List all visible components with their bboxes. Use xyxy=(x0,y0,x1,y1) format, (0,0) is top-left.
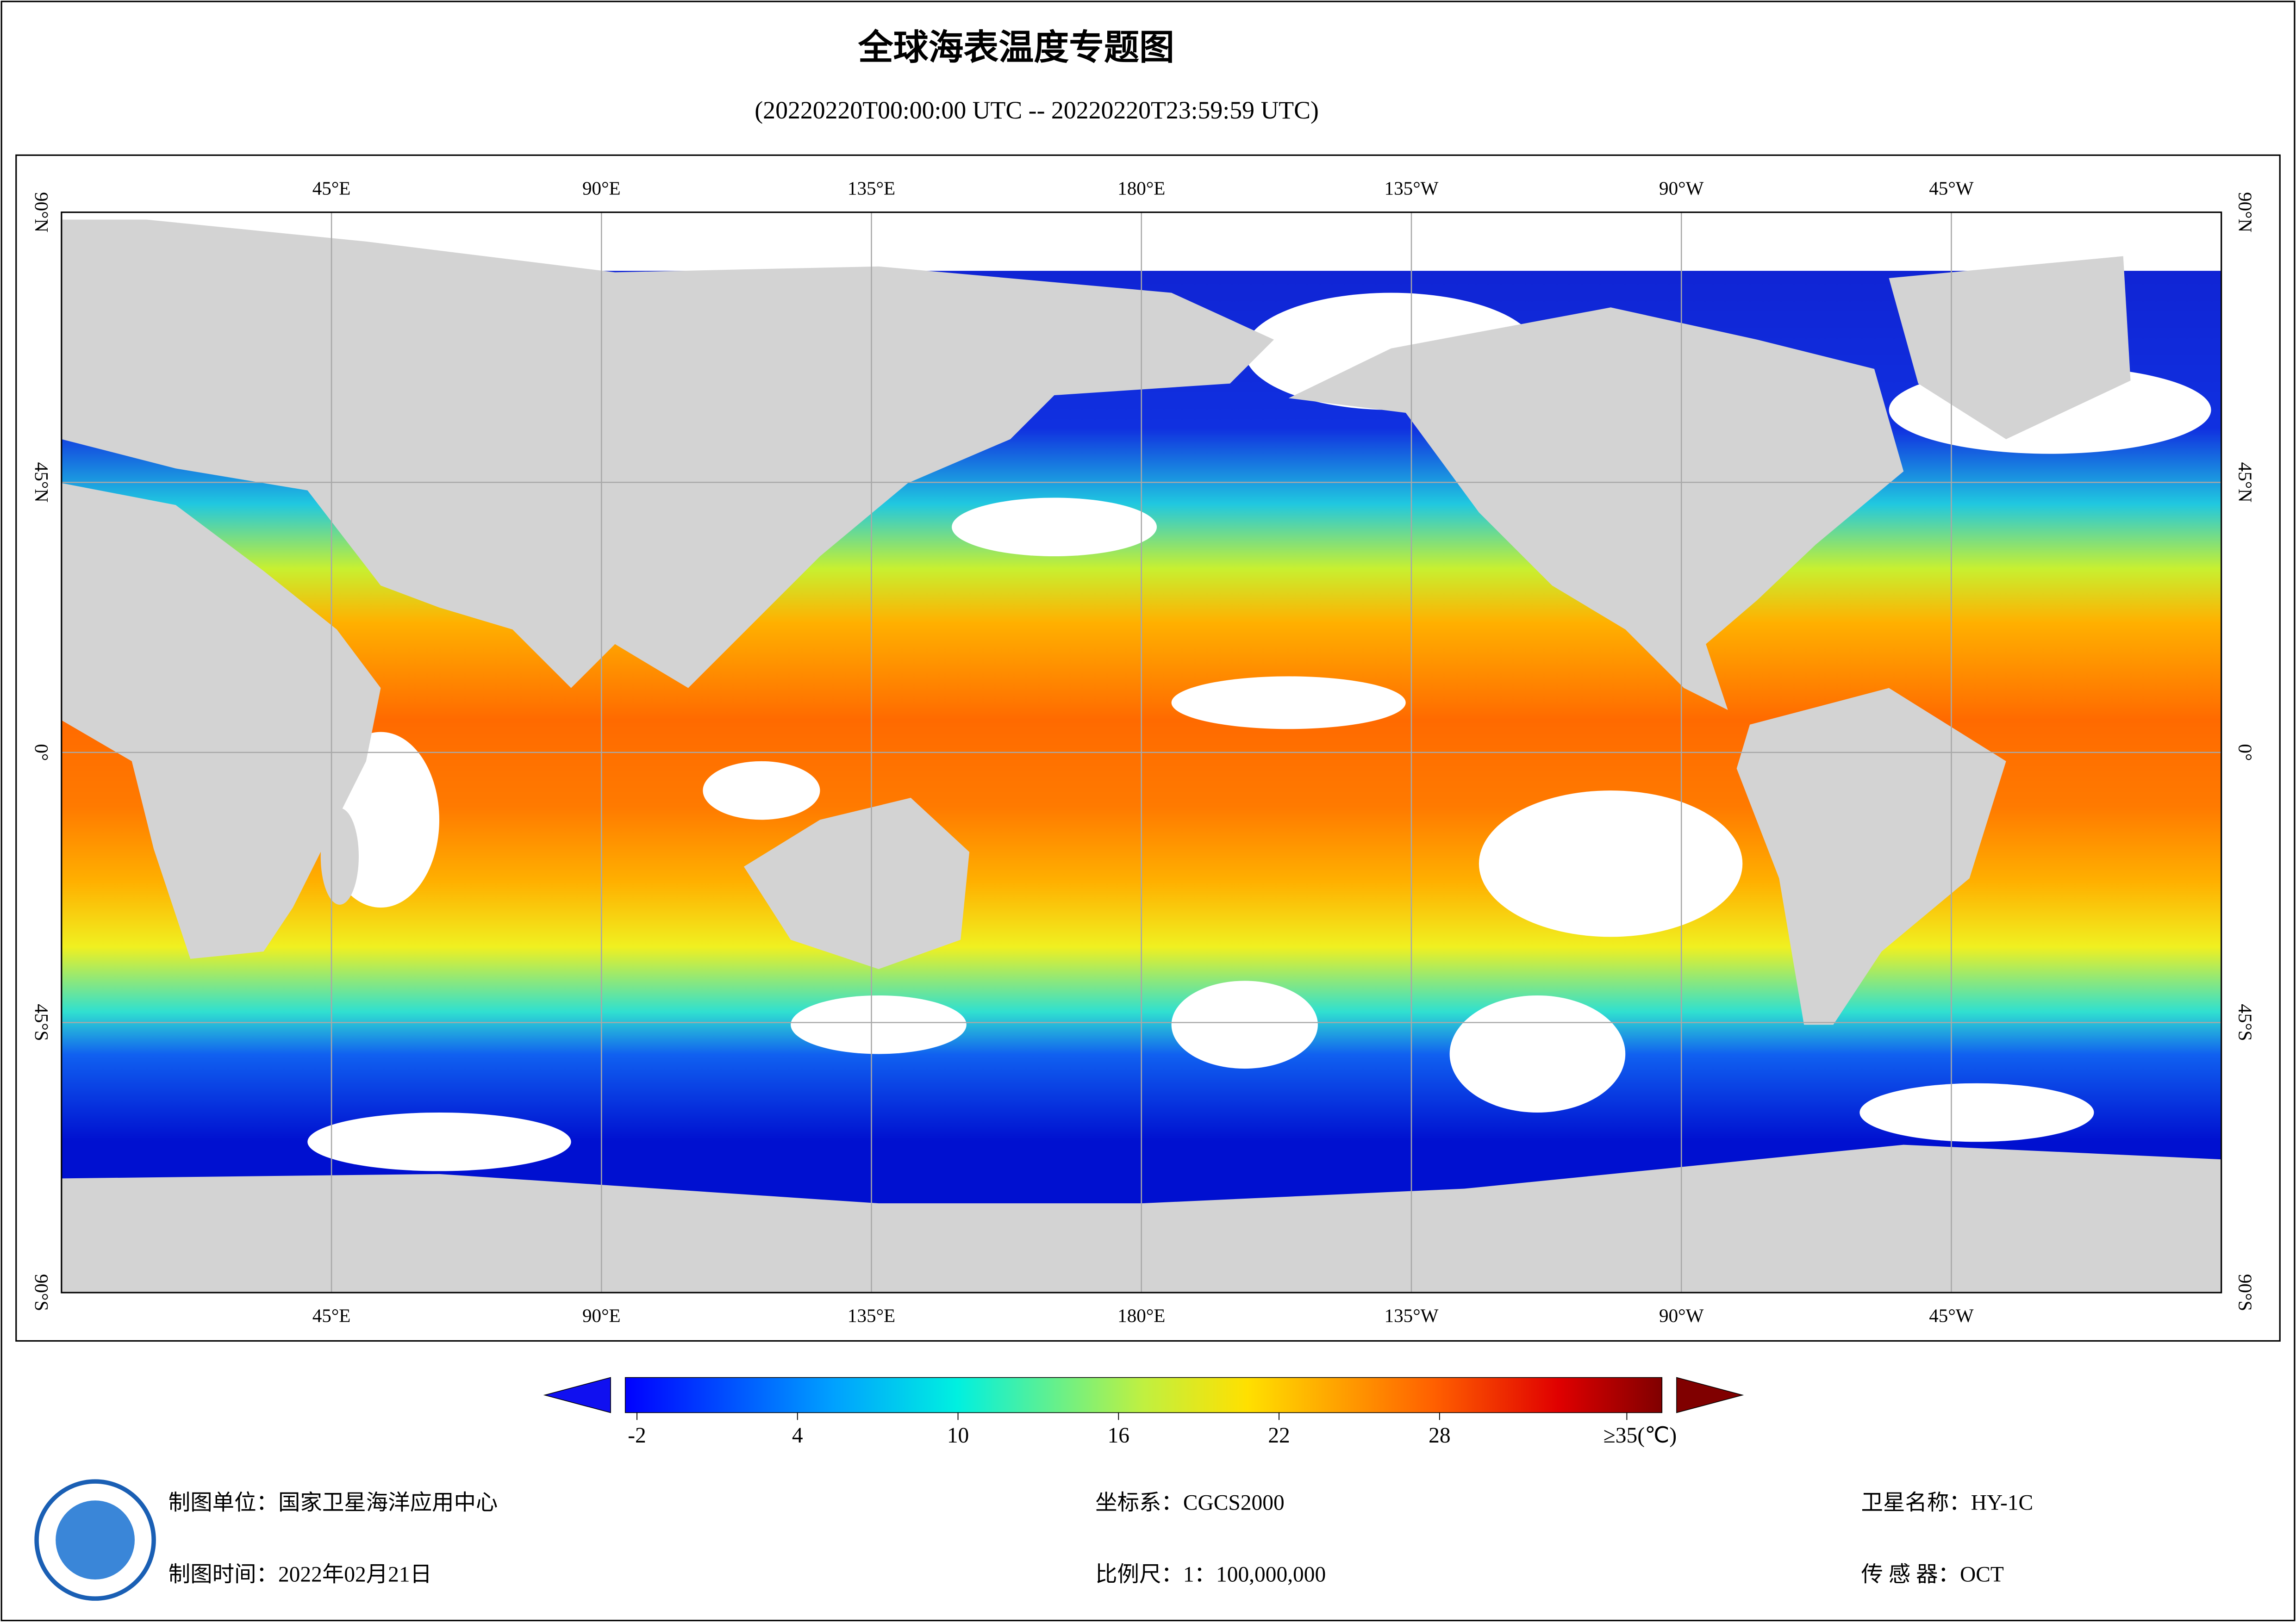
map-title: 全球海表温度专题图 xyxy=(858,27,1174,68)
lat-label-left: 90°N xyxy=(31,192,52,232)
lon-label-bottom: 45°E xyxy=(312,1305,351,1326)
footer-scale: 比例尺：1：100,000,000 xyxy=(1095,1563,1326,1587)
lat-label-left: 90°S xyxy=(31,1274,52,1311)
colorbar-ticks: -2 4 10 16 22 28 ≥35(℃) xyxy=(628,1412,1677,1448)
colorbar-over xyxy=(1676,1377,1744,1413)
lat-label-right: 45°N xyxy=(2235,462,2256,503)
map-body xyxy=(61,212,2221,1293)
lon-label-top: 45°W xyxy=(1929,178,1974,199)
colorbar-tick-label: 16 xyxy=(1108,1424,1129,1448)
lon-label-bottom: 45°W xyxy=(1929,1305,1974,1326)
footer-date: 制图时间：2022年02月21日 xyxy=(168,1563,432,1587)
lat-label-left: 0° xyxy=(31,744,52,761)
lon-label-top: 180°E xyxy=(1117,178,1165,199)
lat-label-left: 45°N xyxy=(31,462,52,503)
lon-label-bottom: 90°E xyxy=(582,1305,621,1326)
lon-label-bottom: 135°E xyxy=(848,1305,895,1326)
colorbar-tick-label: 4 xyxy=(792,1424,803,1448)
lat-label-right: 0° xyxy=(2235,744,2256,761)
lon-label-top: 90°E xyxy=(582,178,621,199)
footer-unit: 制图单位：国家卫星海洋应用中心 xyxy=(168,1491,498,1515)
footer-crs: 坐标系：CGCS2000 xyxy=(1095,1491,1285,1515)
lon-label-top: 135°E xyxy=(848,178,895,199)
logo-inner xyxy=(56,1500,135,1580)
colorbar-bar xyxy=(624,1377,1663,1413)
lon-label-bottom: 135°W xyxy=(1385,1305,1439,1326)
footer-sensor: 传 感 器：OCT xyxy=(1861,1563,2004,1587)
lon-label-top: 90°W xyxy=(1659,178,1704,199)
colorbar-tick-label: -2 xyxy=(628,1424,646,1448)
lat-label-left: 45°S xyxy=(31,1004,52,1041)
map-frame xyxy=(15,154,2281,1342)
lon-label-top: 135°W xyxy=(1385,178,1439,199)
footer-satellite: 卫星名称：HY-1C xyxy=(1861,1491,2034,1515)
map-subtitle: (20220220T00:00:00 UTC -- 20220220T23:59… xyxy=(755,96,1319,124)
footer: 制图单位：国家卫星海洋应用中心 制图时间：2022年02月21日 坐标系：CGC… xyxy=(34,1479,2034,1601)
lon-label-bottom: 90°W xyxy=(1659,1305,1704,1326)
colorbar-tick-label: ≥35(℃) xyxy=(1603,1424,1677,1448)
lat-label-right: 90°N xyxy=(2235,192,2256,232)
lon-label-bottom: 180°E xyxy=(1117,1305,1165,1326)
colorbar-under xyxy=(543,1377,611,1413)
lat-label-right: 45°S xyxy=(2235,1004,2256,1041)
lon-label-top: 45°E xyxy=(312,178,351,199)
colorbar-tick-label: 10 xyxy=(947,1424,969,1448)
colorbar-tick-label: 22 xyxy=(1268,1424,1290,1448)
map-axes: 45°E 45°E 90°E 90°E 135°E 135°E 180°E 180°E 135°… xyxy=(31,178,2256,1326)
lat-label-right: 90°S xyxy=(2235,1274,2256,1311)
colorbar: -2 4 10 16 22 28 ≥35(℃) xyxy=(543,1377,1744,1448)
map-border xyxy=(61,211,2222,1293)
graticule xyxy=(61,212,2221,1293)
colorbar-tick-label: 28 xyxy=(1429,1424,1450,1448)
